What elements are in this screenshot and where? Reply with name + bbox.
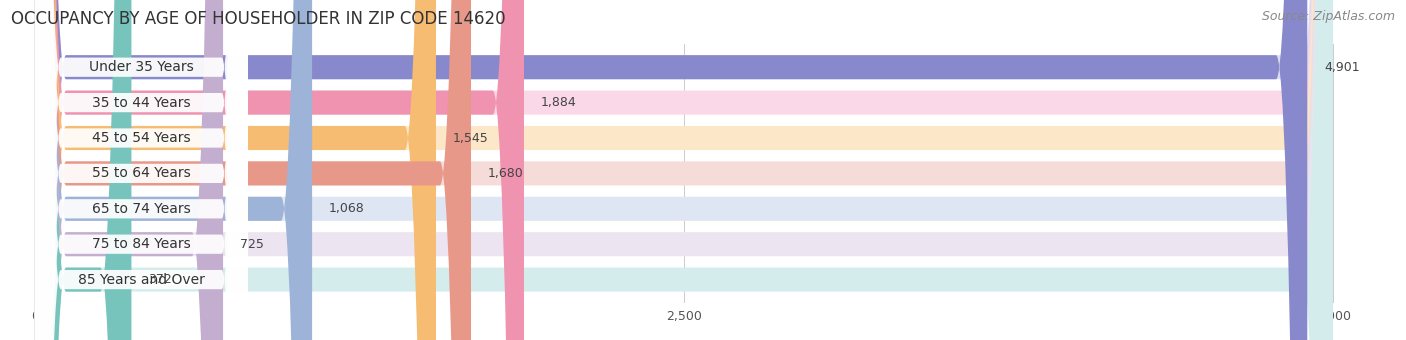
FancyBboxPatch shape bbox=[35, 0, 224, 340]
Text: OCCUPANCY BY AGE OF HOUSEHOLDER IN ZIP CODE 14620: OCCUPANCY BY AGE OF HOUSEHOLDER IN ZIP C… bbox=[11, 10, 506, 28]
FancyBboxPatch shape bbox=[35, 0, 1333, 340]
FancyBboxPatch shape bbox=[35, 0, 247, 340]
Text: 45 to 54 Years: 45 to 54 Years bbox=[91, 131, 191, 145]
Text: 4,901: 4,901 bbox=[1324, 61, 1360, 74]
FancyBboxPatch shape bbox=[35, 0, 247, 340]
Text: 1,545: 1,545 bbox=[453, 132, 489, 144]
FancyBboxPatch shape bbox=[35, 0, 1333, 340]
FancyBboxPatch shape bbox=[35, 0, 247, 340]
Text: 372: 372 bbox=[148, 273, 172, 286]
FancyBboxPatch shape bbox=[35, 0, 1333, 340]
FancyBboxPatch shape bbox=[35, 0, 312, 340]
FancyBboxPatch shape bbox=[35, 0, 247, 340]
FancyBboxPatch shape bbox=[35, 0, 1333, 340]
Text: 1,068: 1,068 bbox=[329, 202, 364, 215]
FancyBboxPatch shape bbox=[35, 0, 471, 340]
FancyBboxPatch shape bbox=[35, 0, 524, 340]
FancyBboxPatch shape bbox=[35, 0, 247, 340]
Text: 1,680: 1,680 bbox=[488, 167, 523, 180]
Text: Source: ZipAtlas.com: Source: ZipAtlas.com bbox=[1261, 10, 1395, 23]
FancyBboxPatch shape bbox=[35, 0, 247, 340]
FancyBboxPatch shape bbox=[35, 0, 1333, 340]
Text: Under 35 Years: Under 35 Years bbox=[89, 60, 194, 74]
Text: 725: 725 bbox=[240, 238, 264, 251]
FancyBboxPatch shape bbox=[35, 0, 1333, 340]
FancyBboxPatch shape bbox=[35, 0, 247, 340]
FancyBboxPatch shape bbox=[35, 0, 1308, 340]
FancyBboxPatch shape bbox=[35, 0, 436, 340]
Text: 55 to 64 Years: 55 to 64 Years bbox=[91, 166, 191, 181]
Text: 65 to 74 Years: 65 to 74 Years bbox=[91, 202, 191, 216]
FancyBboxPatch shape bbox=[35, 0, 1333, 340]
Text: 75 to 84 Years: 75 to 84 Years bbox=[91, 237, 191, 251]
FancyBboxPatch shape bbox=[35, 0, 131, 340]
Text: 35 to 44 Years: 35 to 44 Years bbox=[91, 96, 191, 109]
Text: 1,884: 1,884 bbox=[541, 96, 576, 109]
Text: 85 Years and Over: 85 Years and Over bbox=[77, 273, 205, 287]
